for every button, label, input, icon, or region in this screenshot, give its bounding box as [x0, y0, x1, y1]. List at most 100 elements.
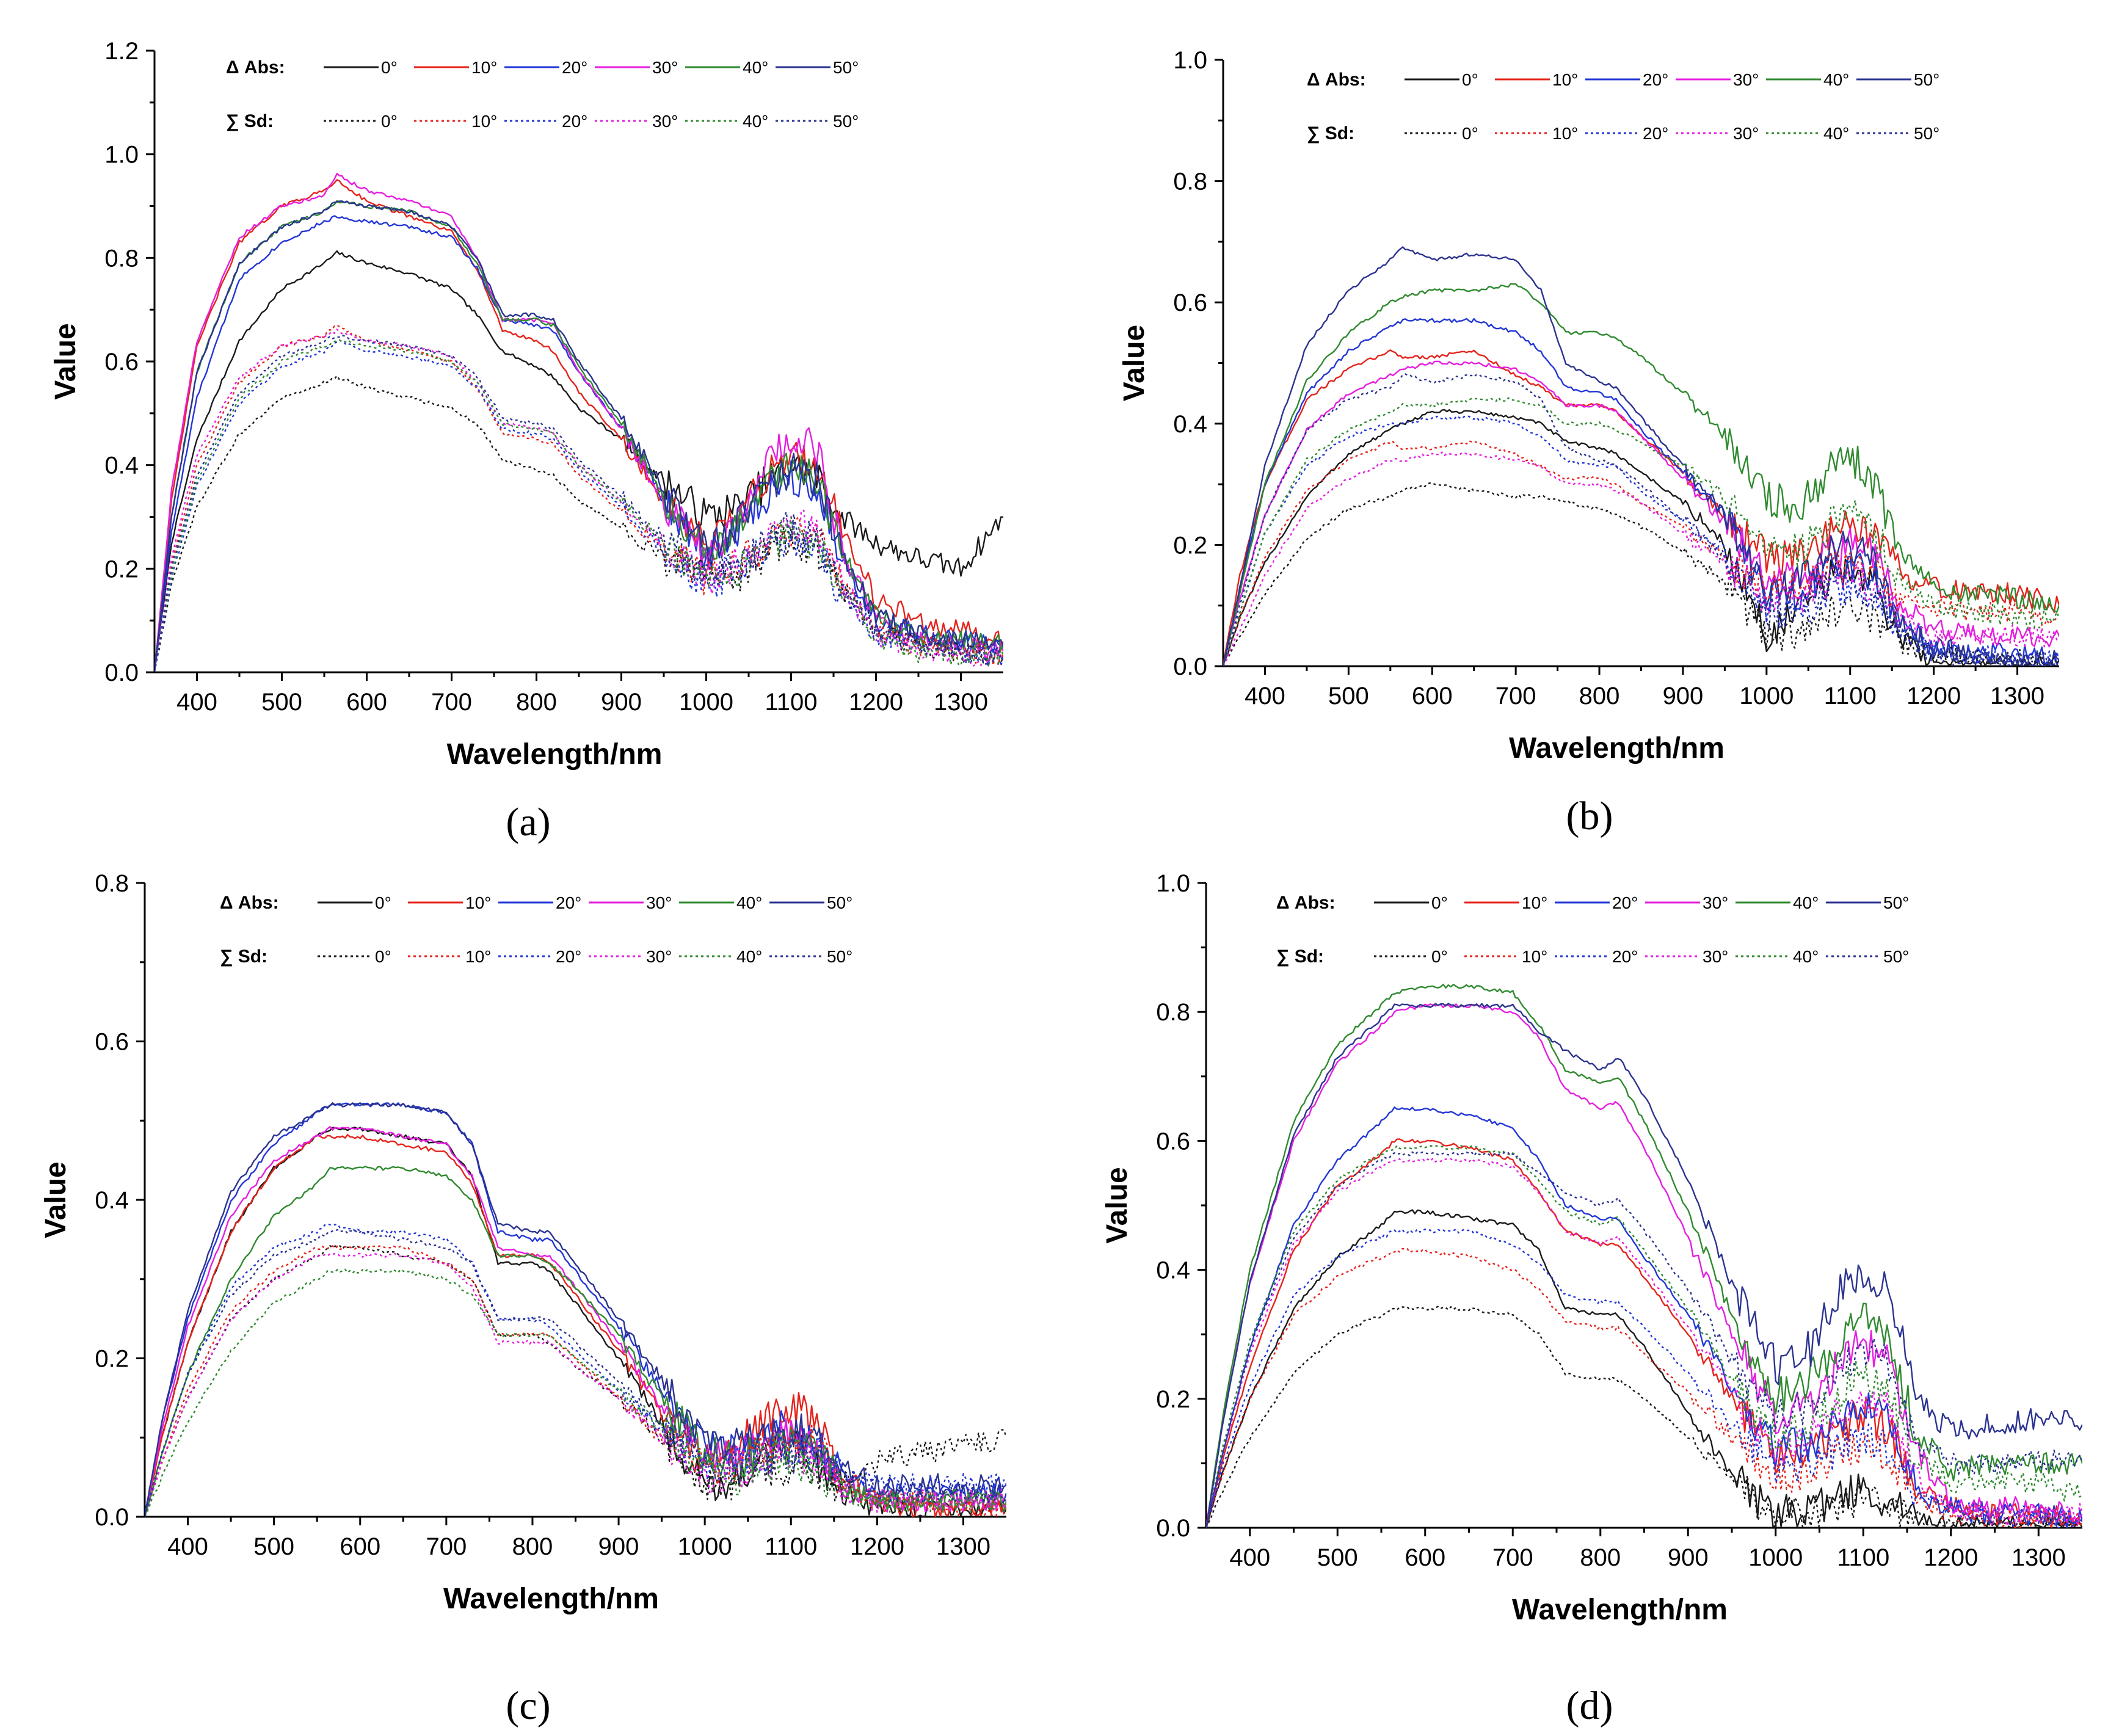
series-line-sd-20deg — [1223, 415, 2059, 666]
legend-label: 40° — [743, 112, 768, 131]
x-tick-label: 400 — [1245, 683, 1285, 710]
series-line-abs-40deg — [1206, 983, 2082, 1528]
x-tick-label: 700 — [1496, 683, 1536, 710]
series-line-abs-50deg — [1206, 1003, 2082, 1528]
legend-label: 50° — [827, 947, 852, 966]
x-tick-label: 700 — [431, 689, 472, 716]
y-tick-label: 0.0 — [1173, 653, 1207, 680]
x-tick-label: 1000 — [1748, 1544, 1803, 1571]
legend: Δ Abs: 0° 10° 20° 30° 40° 50° ∑ Sd: 0° 10° 20° 30° 4… — [1307, 70, 1939, 143]
plot-area — [154, 172, 1003, 672]
legend-label: 50° — [1914, 124, 1939, 143]
y-tick-label: 0.4 — [1173, 411, 1207, 438]
legend-label: 40° — [736, 893, 762, 912]
series-line-sd-10deg — [1223, 440, 2059, 666]
y-tick-label: 0.0 — [95, 1504, 129, 1531]
legend-label: 50° — [827, 893, 852, 912]
x-tick-label: 700 — [426, 1533, 467, 1560]
legend-label: 10° — [471, 112, 497, 131]
legend-label: 40° — [736, 947, 762, 966]
legend-header-sd: ∑ Sd: — [1276, 946, 1324, 967]
series-line-abs-50deg — [1223, 246, 2059, 666]
series-line-abs-30deg — [1206, 1003, 2082, 1528]
series-line-sd-40deg — [1206, 1144, 2082, 1528]
y-tick-label: 0.4 — [104, 452, 139, 479]
x-axis-title: Wavelength/nm — [1512, 1594, 1728, 1626]
series-line-sd-20deg — [145, 1223, 1006, 1517]
legend-label: 0° — [1462, 70, 1478, 89]
x-tick-label: 1300 — [2012, 1544, 2066, 1571]
legend-label: 30° — [1703, 947, 1728, 966]
x-tick-label: 400 — [167, 1533, 208, 1560]
legend-label: 40° — [1823, 70, 1849, 89]
legend-label: 30° — [1733, 124, 1759, 143]
x-tick-label: 1300 — [934, 689, 988, 716]
series-line-abs-0deg — [145, 1126, 1006, 1517]
legend-label: 40° — [1793, 947, 1819, 966]
series-line-sd-50deg — [145, 1229, 1006, 1517]
legend-label: 30° — [1703, 893, 1728, 912]
x-axis-title: Wavelength/nm — [447, 738, 663, 771]
series-line-abs-30deg — [154, 172, 1003, 672]
y-tick-label: 0.2 — [1173, 532, 1207, 559]
legend: Δ Abs: 0° 10° 20° 30° 40° 50° ∑ Sd: 0° 10° 20° 30° 4… — [220, 893, 852, 967]
legend-header-abs: Δ Abs: — [1276, 893, 1336, 913]
y-tick-label: 1.2 — [104, 38, 139, 65]
legend-header-sd: ∑ Sd: — [226, 111, 274, 131]
x-tick-label: 1200 — [1924, 1544, 1978, 1571]
x-tick-label: 700 — [1492, 1544, 1533, 1571]
y-tick-label: 1.0 — [1156, 870, 1190, 897]
legend-label: 30° — [646, 947, 672, 966]
legend-label: 20° — [556, 893, 581, 912]
legend-label: 30° — [652, 58, 678, 77]
chart-panel-d: 400 500 600 700 800 900 1000 1100 1200 1300 0.0 0.2… — [1101, 870, 2082, 1728]
x-tick-label: 900 — [598, 1533, 639, 1560]
y-tick-label: 0.6 — [1173, 289, 1207, 316]
series-line-abs-10deg — [1206, 1138, 2082, 1528]
legend-label: 20° — [1612, 893, 1638, 912]
legend-label: 50° — [1883, 947, 1909, 966]
y-axis-title: Value — [40, 1161, 72, 1238]
x-tick-label: 500 — [1317, 1544, 1358, 1571]
legend-label: 50° — [833, 112, 859, 131]
x-tick-label: 900 — [1668, 1544, 1709, 1571]
legend-label: 20° — [1643, 70, 1668, 89]
legend-label: 0° — [1462, 124, 1478, 143]
x-axis-title: Wavelength/nm — [1509, 732, 1725, 764]
plot-area — [145, 1102, 1006, 1517]
y-tick-label: 0.4 — [95, 1187, 129, 1214]
legend-label: 10° — [1522, 947, 1547, 966]
x-tick-label: 600 — [346, 689, 387, 716]
legend-label: 0° — [381, 58, 398, 77]
x-tick-label: 500 — [261, 689, 302, 716]
series-line-sd-50deg — [1223, 373, 2059, 666]
legend-header-abs: Δ Abs: — [220, 893, 279, 913]
series-line-sd-30deg — [145, 1252, 1006, 1517]
panel-caption: (b) — [1566, 794, 1613, 838]
chart-panel-a: 400 500 600 700 800 900 1000 1100 1200 1300 0.0 0.2… — [49, 38, 1003, 844]
legend-label: 10° — [1552, 124, 1578, 143]
legend-label: 0° — [1431, 893, 1448, 912]
y-tick-label: 1.0 — [1173, 47, 1207, 74]
x-tick-label: 500 — [1328, 683, 1369, 710]
series-line-sd-0deg — [1206, 1306, 2082, 1528]
x-tick-label: 500 — [253, 1533, 294, 1560]
x-tick-label: 900 — [1663, 683, 1704, 710]
series-line-sd-40deg — [1223, 397, 2059, 666]
x-tick-label: 800 — [1580, 1544, 1621, 1571]
series-line-sd-50deg — [154, 334, 1003, 672]
x-tick-label: 900 — [601, 689, 642, 716]
legend-label: 10° — [465, 947, 491, 966]
legend-header-sd: ∑ Sd: — [220, 946, 267, 967]
series-line-sd-10deg — [145, 1244, 1006, 1517]
series-line-abs-40deg — [145, 1165, 1006, 1517]
x-tick-label: 1100 — [765, 689, 817, 716]
legend-label: 0° — [375, 947, 391, 966]
x-tick-label: 1300 — [1990, 683, 2044, 710]
legend: Δ Abs: 0° 10° 20° 30° 40° 50° ∑ Sd: 0° 10° 20° 30° 4… — [1276, 893, 1909, 967]
legend-label: 50° — [1914, 70, 1939, 89]
series-line-abs-0deg — [154, 250, 1003, 672]
series-line-abs-30deg — [1223, 360, 2059, 666]
chart-panel-c: 400 500 600 700 800 900 1000 1100 1200 1300 0.0 0.2… — [40, 870, 1006, 1728]
